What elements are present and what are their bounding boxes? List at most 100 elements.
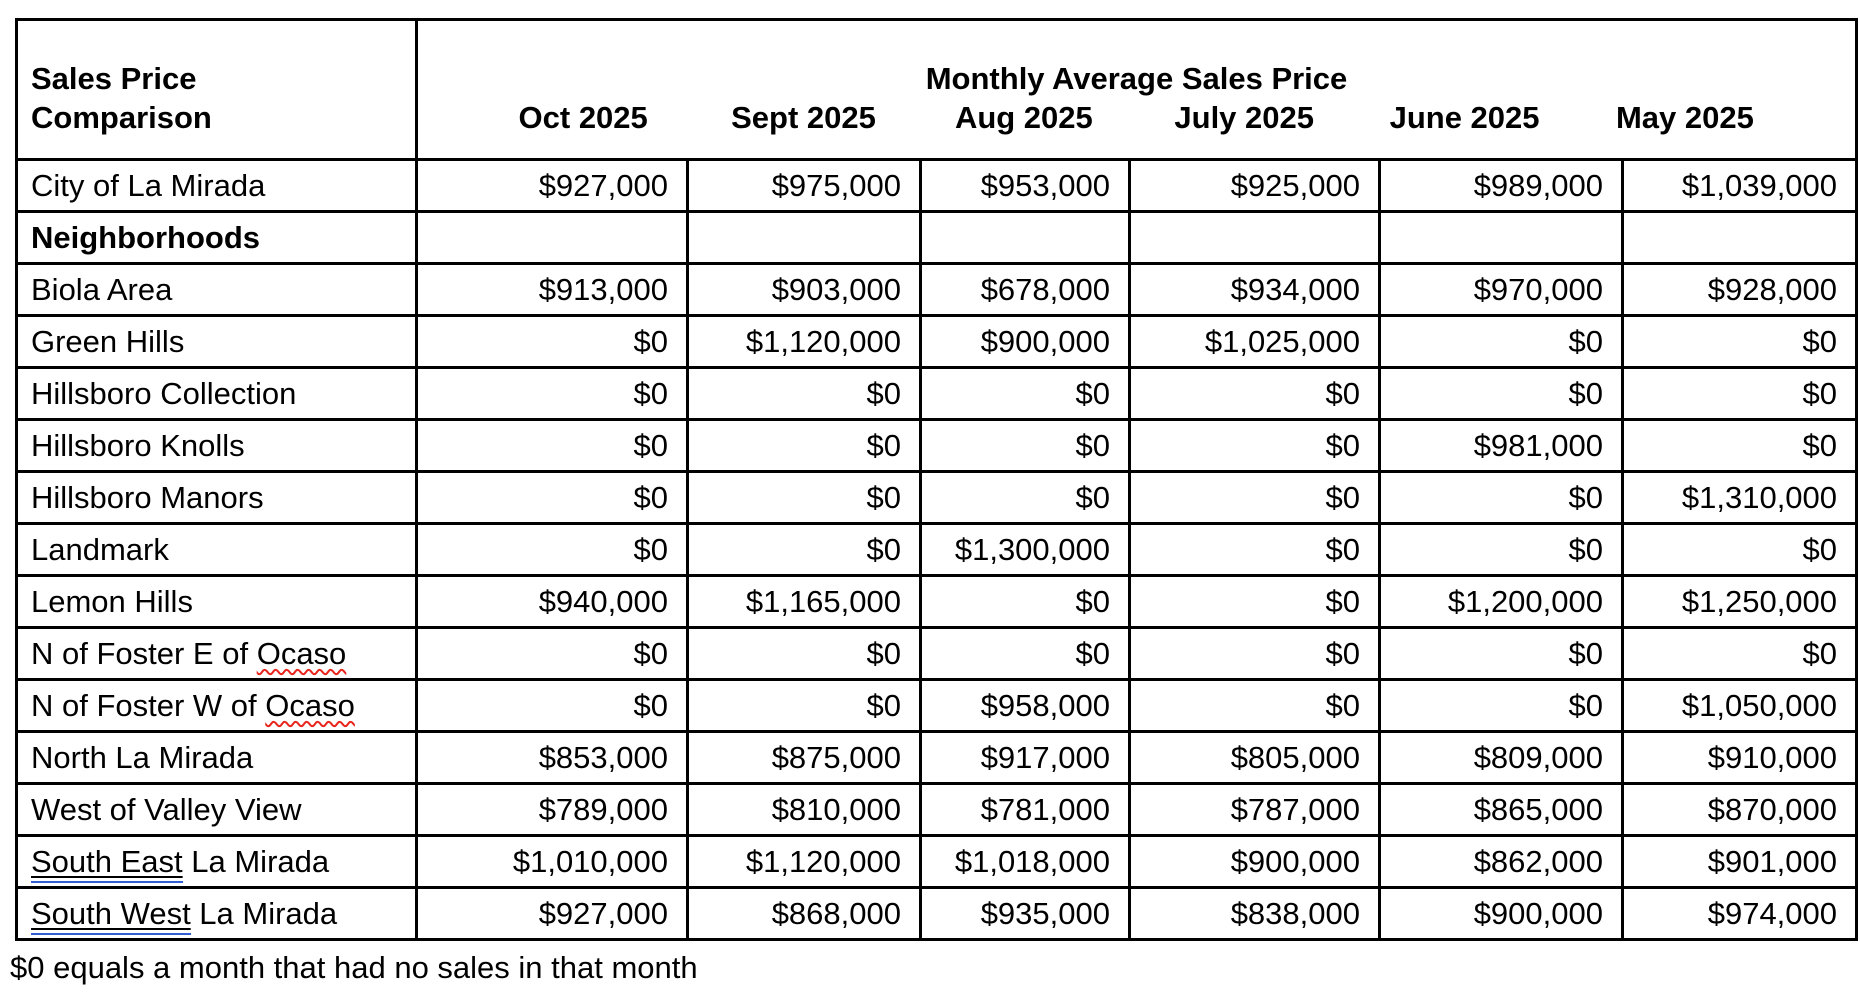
row-value-cell[interactable]: $0 bbox=[1378, 366, 1624, 421]
row-value-cell[interactable]: $0 bbox=[1128, 626, 1381, 681]
row-value-cell[interactable]: $1,165,000 bbox=[686, 574, 922, 629]
row-value-cell[interactable]: $865,000 bbox=[1378, 782, 1624, 837]
row-value-cell[interactable]: $974,000 bbox=[1620, 886, 1859, 941]
row-value-cell[interactable]: $903,000 bbox=[686, 262, 922, 317]
row-value-cell[interactable]: $0 bbox=[686, 678, 922, 733]
row-label-cell[interactable]: West of Valley View bbox=[15, 782, 418, 837]
row-value-cell[interactable]: $1,025,000 bbox=[1128, 314, 1381, 369]
row-value-cell[interactable]: $0 bbox=[919, 626, 1131, 681]
row-value-cell[interactable]: $0 bbox=[919, 418, 1131, 473]
row-label-cell[interactable]: South East La Mirada bbox=[15, 834, 418, 889]
row-value-cell[interactable]: $975,000 bbox=[686, 158, 922, 213]
row-label-cell[interactable]: Hillsboro Manors bbox=[15, 470, 418, 525]
row-value-cell[interactable]: $1,310,000 bbox=[1620, 470, 1859, 525]
row-value-cell[interactable]: $900,000 bbox=[919, 314, 1131, 369]
row-value-cell[interactable] bbox=[1378, 210, 1624, 265]
row-value-cell[interactable]: $853,000 bbox=[415, 730, 689, 785]
row-label-cell[interactable]: Green Hills bbox=[15, 314, 418, 369]
row-value-cell[interactable]: $0 bbox=[415, 314, 689, 369]
row-value-cell[interactable]: $900,000 bbox=[1378, 886, 1624, 941]
row-value-cell[interactable]: $953,000 bbox=[919, 158, 1131, 213]
row-value-cell[interactable]: $970,000 bbox=[1378, 262, 1624, 317]
row-label-cell[interactable]: N of Foster E of Ocaso bbox=[15, 626, 418, 681]
row-value-cell[interactable]: $910,000 bbox=[1620, 730, 1859, 785]
row-value-cell[interactable] bbox=[686, 210, 922, 265]
row-value-cell[interactable]: $1,250,000 bbox=[1620, 574, 1859, 629]
row-value-cell[interactable]: $935,000 bbox=[919, 886, 1131, 941]
row-value-cell[interactable]: $0 bbox=[1620, 314, 1859, 369]
row-value-cell[interactable]: $0 bbox=[1128, 366, 1381, 421]
row-value-cell[interactable]: $0 bbox=[1620, 418, 1859, 473]
row-value-cell[interactable]: $868,000 bbox=[686, 886, 922, 941]
row-value-cell[interactable]: $787,000 bbox=[1128, 782, 1381, 837]
row-value-cell[interactable]: $0 bbox=[1378, 626, 1624, 681]
row-value-cell[interactable]: $0 bbox=[1128, 522, 1381, 577]
row-value-cell[interactable]: $925,000 bbox=[1128, 158, 1381, 213]
row-value-cell[interactable]: $0 bbox=[1378, 522, 1624, 577]
row-value-cell[interactable]: $928,000 bbox=[1620, 262, 1859, 317]
row-label-cell[interactable]: Hillsboro Collection bbox=[15, 366, 418, 421]
row-value-cell[interactable]: $0 bbox=[686, 418, 922, 473]
row-value-cell[interactable]: $810,000 bbox=[686, 782, 922, 837]
merged-header-cell[interactable]: Monthly Average Sales Price Oct 2025 Sep… bbox=[414, 18, 1859, 161]
row-value-cell[interactable]: $0 bbox=[686, 626, 922, 681]
row-value-cell[interactable] bbox=[1128, 210, 1381, 265]
row-value-cell[interactable]: $809,000 bbox=[1378, 730, 1624, 785]
row-value-cell[interactable]: $1,300,000 bbox=[919, 522, 1131, 577]
row-label-cell[interactable]: Biola Area bbox=[15, 262, 418, 317]
row-value-cell[interactable]: $927,000 bbox=[415, 158, 689, 213]
row-value-cell[interactable]: $901,000 bbox=[1620, 834, 1859, 889]
row-value-cell[interactable]: $1,120,000 bbox=[686, 834, 922, 889]
row-value-cell[interactable]: $1,039,000 bbox=[1620, 158, 1859, 213]
row-label-cell[interactable]: N of Foster W of Ocaso bbox=[15, 678, 418, 733]
row-value-cell[interactable]: $0 bbox=[1128, 678, 1381, 733]
row-value-cell[interactable]: $0 bbox=[919, 366, 1131, 421]
row-value-cell[interactable]: $805,000 bbox=[1128, 730, 1381, 785]
row-value-cell[interactable]: $1,018,000 bbox=[919, 834, 1131, 889]
corner-header-cell[interactable]: Sales Price Comparison bbox=[15, 18, 418, 161]
row-value-cell[interactable]: $0 bbox=[919, 470, 1131, 525]
row-label-cell[interactable]: City of La Mirada bbox=[15, 158, 418, 213]
row-value-cell[interactable]: $981,000 bbox=[1378, 418, 1624, 473]
row-label-cell[interactable]: Landmark bbox=[15, 522, 418, 577]
row-value-cell[interactable] bbox=[919, 210, 1131, 265]
row-value-cell[interactable]: $0 bbox=[415, 470, 689, 525]
row-value-cell[interactable]: $0 bbox=[415, 522, 689, 577]
row-value-cell[interactable]: $917,000 bbox=[919, 730, 1131, 785]
row-value-cell[interactable]: $781,000 bbox=[919, 782, 1131, 837]
row-label-cell[interactable]: South West La Mirada bbox=[15, 886, 418, 941]
row-value-cell[interactable]: $0 bbox=[1620, 626, 1859, 681]
row-value-cell[interactable]: $1,010,000 bbox=[415, 834, 689, 889]
row-value-cell[interactable]: $0 bbox=[415, 678, 689, 733]
row-value-cell[interactable]: $0 bbox=[1378, 314, 1624, 369]
row-value-cell[interactable]: $927,000 bbox=[415, 886, 689, 941]
row-label-cell[interactable]: Neighborhoods bbox=[15, 210, 418, 265]
row-value-cell[interactable]: $0 bbox=[415, 626, 689, 681]
row-value-cell[interactable]: $0 bbox=[686, 522, 922, 577]
row-value-cell[interactable]: $1,200,000 bbox=[1378, 574, 1624, 629]
row-value-cell[interactable]: $0 bbox=[1128, 574, 1381, 629]
row-value-cell[interactable]: $0 bbox=[415, 366, 689, 421]
row-value-cell[interactable]: $862,000 bbox=[1378, 834, 1624, 889]
row-value-cell[interactable]: $913,000 bbox=[415, 262, 689, 317]
row-value-cell[interactable] bbox=[1620, 210, 1859, 265]
row-value-cell[interactable]: $0 bbox=[919, 574, 1131, 629]
row-value-cell[interactable]: $789,000 bbox=[415, 782, 689, 837]
row-value-cell[interactable]: $870,000 bbox=[1620, 782, 1859, 837]
row-label-cell[interactable]: Hillsboro Knolls bbox=[15, 418, 418, 473]
row-value-cell[interactable]: $0 bbox=[1620, 522, 1859, 577]
row-value-cell[interactable]: $0 bbox=[1378, 470, 1624, 525]
row-value-cell[interactable]: $838,000 bbox=[1128, 886, 1381, 941]
row-label-cell[interactable]: North La Mirada bbox=[15, 730, 418, 785]
row-value-cell[interactable]: $0 bbox=[1128, 470, 1381, 525]
row-value-cell[interactable]: $0 bbox=[686, 470, 922, 525]
row-value-cell[interactable]: $0 bbox=[1620, 366, 1859, 421]
row-value-cell[interactable]: $0 bbox=[415, 418, 689, 473]
row-value-cell[interactable]: $1,050,000 bbox=[1620, 678, 1859, 733]
row-label-cell[interactable]: Lemon Hills bbox=[15, 574, 418, 629]
row-value-cell[interactable]: $940,000 bbox=[415, 574, 689, 629]
row-value-cell[interactable]: $875,000 bbox=[686, 730, 922, 785]
row-value-cell[interactable]: $989,000 bbox=[1378, 158, 1624, 213]
row-value-cell[interactable]: $0 bbox=[686, 366, 922, 421]
row-value-cell[interactable]: $678,000 bbox=[919, 262, 1131, 317]
